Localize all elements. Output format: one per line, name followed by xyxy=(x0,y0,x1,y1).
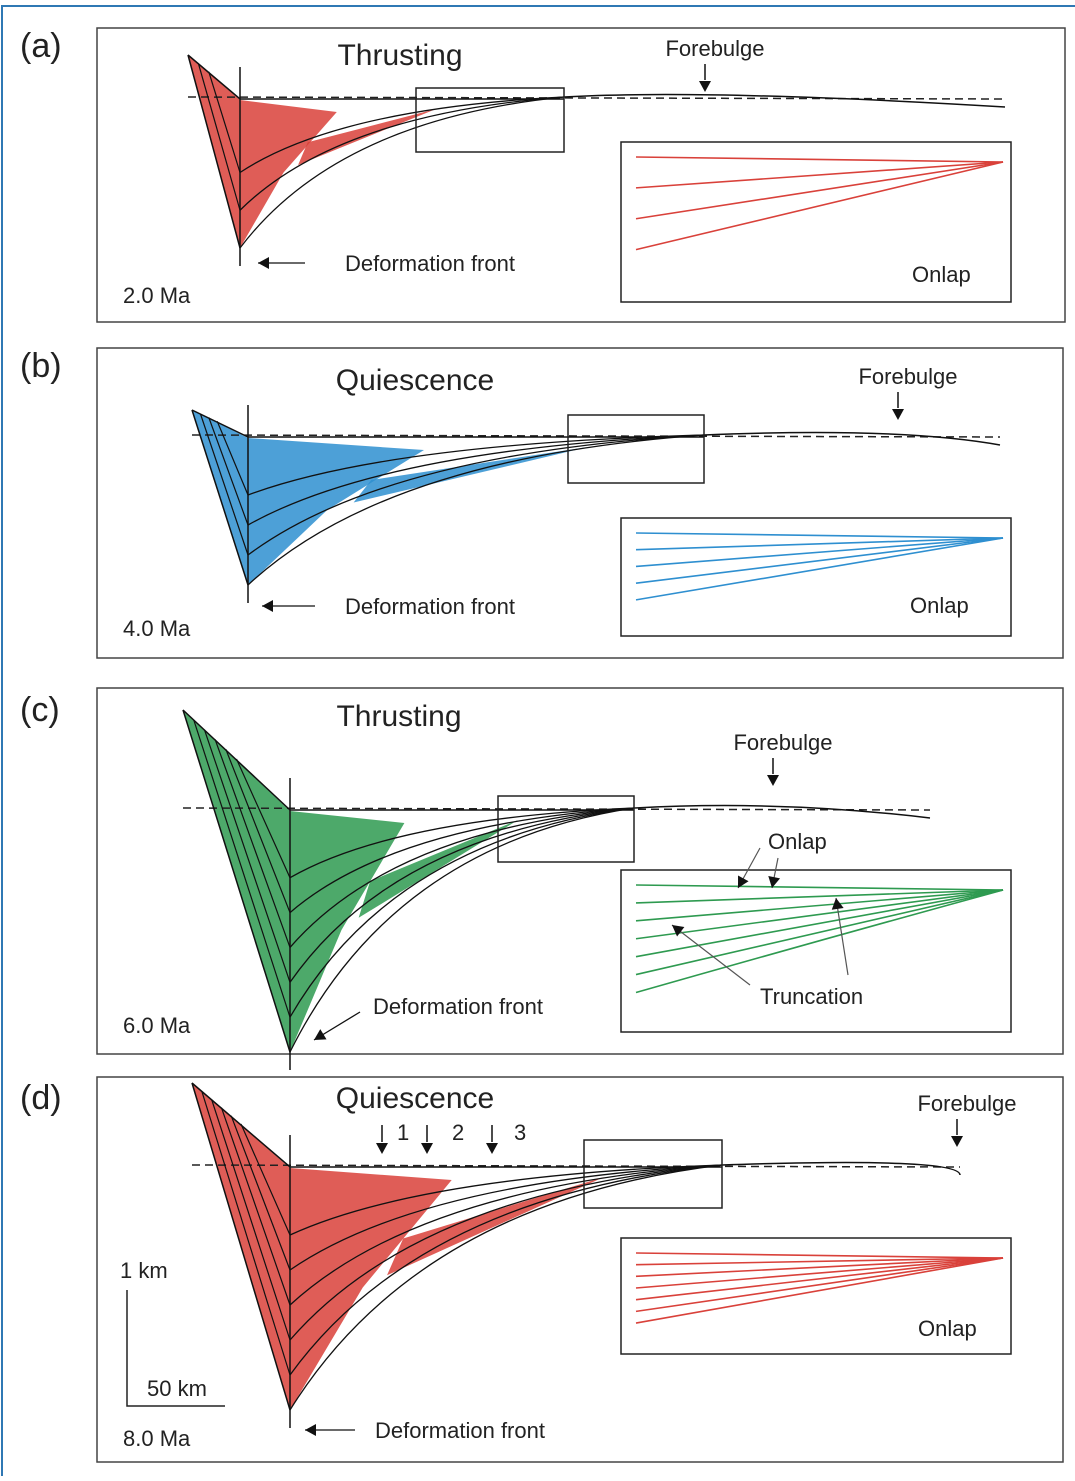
panel-title: Thrusting xyxy=(336,700,461,733)
panel-front: Deformation front xyxy=(345,251,515,276)
marker-label: 3 xyxy=(514,1120,526,1145)
panel-forebulge: Forebulge xyxy=(858,364,957,389)
inset-label: Onlap xyxy=(918,1316,977,1341)
panel-label: (c) xyxy=(20,691,60,729)
panel-age: 4.0 Ma xyxy=(123,616,191,641)
inset-label: Truncation xyxy=(760,984,863,1009)
marker-label: 1 xyxy=(397,1120,409,1145)
panel-title: Thrusting xyxy=(337,39,462,72)
marker-label: 2 xyxy=(452,1120,464,1145)
panel-title: Quiescence xyxy=(336,1082,494,1115)
panel-age: 6.0 Ma xyxy=(123,1013,191,1038)
inset-label: Onlap xyxy=(912,262,971,287)
panel-forebulge: Forebulge xyxy=(917,1091,1016,1116)
panel-forebulge: Forebulge xyxy=(733,730,832,755)
inset-label: Onlap xyxy=(910,593,969,618)
figure: (a) Thrusting Forebulge Deformation front 2.… xyxy=(0,0,1075,1476)
panel-front: Deformation front xyxy=(345,594,515,619)
panel-label: (a) xyxy=(20,27,62,65)
panel-front: Deformation front xyxy=(373,994,543,1019)
panel-label: (d) xyxy=(20,1079,62,1117)
scale-vertical: 1 km xyxy=(120,1258,168,1283)
panel-front: Deformation front xyxy=(375,1418,545,1443)
scale-horizontal: 50 km xyxy=(147,1376,207,1401)
panel-forebulge: Forebulge xyxy=(665,36,764,61)
panel-age: 8.0 Ma xyxy=(123,1426,191,1451)
panel-title: Quiescence xyxy=(336,364,494,397)
inset-label: Onlap xyxy=(768,829,827,854)
panel-age: 2.0 Ma xyxy=(123,283,191,308)
panel-label: (b) xyxy=(20,347,62,385)
